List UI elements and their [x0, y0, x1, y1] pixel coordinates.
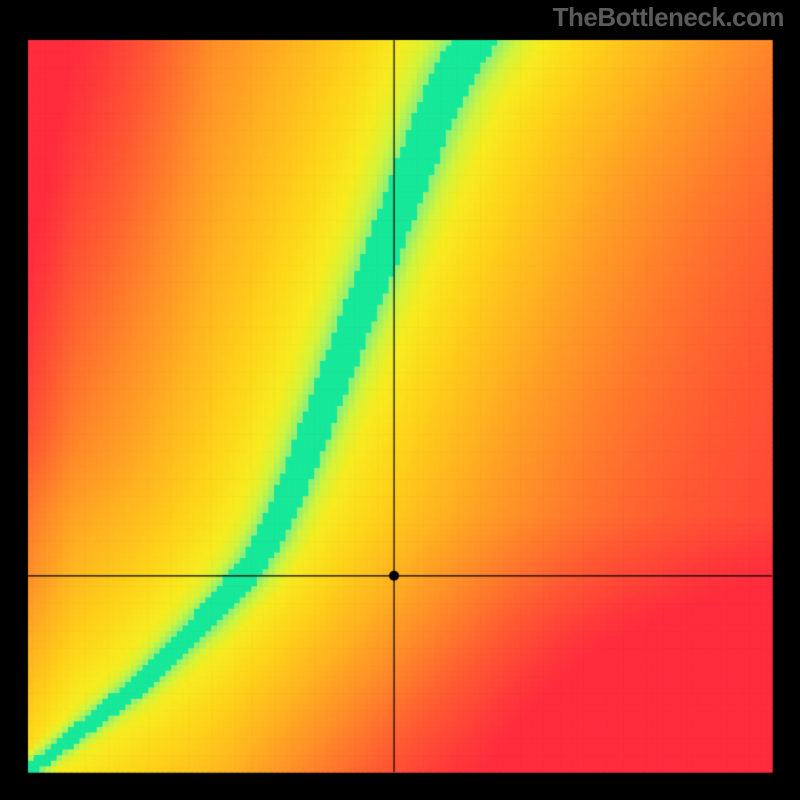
- watermark-text: TheBottleneck.com: [553, 2, 784, 33]
- chart-container: TheBottleneck.com: [0, 0, 800, 800]
- crosshair-overlay: [0, 0, 800, 800]
